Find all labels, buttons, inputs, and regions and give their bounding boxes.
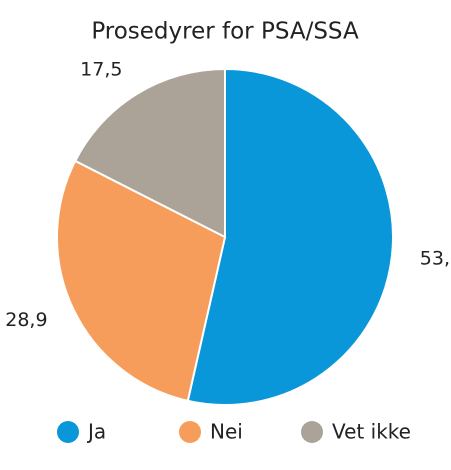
legend-swatch <box>179 421 201 443</box>
legend-swatch <box>57 421 79 443</box>
legend-swatch <box>301 421 323 443</box>
legend-label: Vet ikke <box>332 420 411 444</box>
pie-slice <box>56 159 227 403</box>
legend-label: Ja <box>86 420 106 444</box>
data-label: 53,5 <box>420 247 451 269</box>
legend-label: Nei <box>210 420 243 444</box>
data-label: 28,9 <box>5 309 47 331</box>
pie-slice <box>73 67 226 239</box>
pie-slice <box>186 67 394 406</box>
data-label: 17,5 <box>80 58 122 80</box>
chart-title: Prosedyrer for PSA/SSA <box>91 19 359 45</box>
